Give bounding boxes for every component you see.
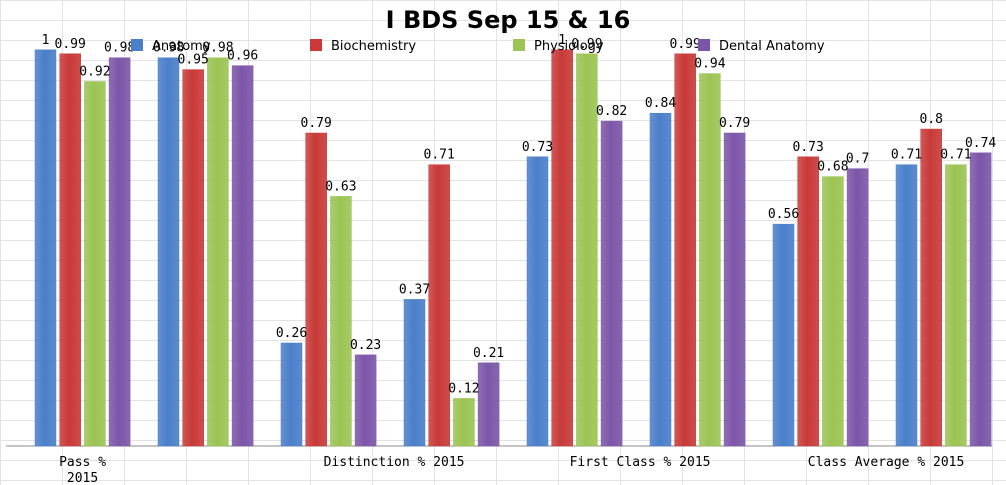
bar-physiology-5 (699, 73, 721, 447)
data-label: 0.99 (670, 37, 701, 52)
data-label: 0.63 (325, 179, 356, 194)
bar-biochemistry-2 (305, 132, 327, 447)
bar-dental-anatomy-6 (846, 168, 869, 447)
bar-anatomy-0 (34, 49, 57, 447)
data-label: 0.7 (846, 152, 869, 167)
data-label: 0.74 (965, 136, 996, 151)
data-label: 0.73 (522, 140, 553, 155)
data-label: 0.8 (919, 112, 942, 127)
bar-dental-anatomy-0 (108, 57, 131, 447)
data-label: 0.12 (448, 381, 479, 396)
legend-swatch-biochemistry (310, 39, 322, 51)
data-label: 0.96 (227, 49, 258, 64)
data-label: 0.94 (694, 57, 725, 72)
legend-label: Physiology (534, 39, 604, 54)
data-label: 0.68 (817, 160, 848, 175)
bar-biochemistry-0 (59, 53, 81, 447)
data-label: 0.21 (473, 346, 504, 361)
data-labels-layer: 1 0.990.920.98 0.980.950.980.960.260.790.6… (42, 33, 997, 397)
bar-dental-anatomy-5 (723, 132, 746, 447)
bar-anatomy-7 (895, 164, 918, 447)
data-label: 0.84 (645, 96, 676, 111)
bar-biochemistry-3 (428, 164, 450, 447)
data-label: 0.98 (153, 41, 184, 56)
bar-biochemistry-5 (674, 53, 696, 447)
bar-physiology-4 (576, 53, 598, 447)
data-label: 0.37 (399, 282, 430, 297)
bar-physiology-1 (207, 57, 229, 447)
data-label: 0.99 (571, 37, 602, 52)
bar-anatomy-6 (772, 223, 795, 447)
data-label: 0.23 (350, 338, 381, 353)
bar-anatomy-3 (403, 299, 426, 447)
data-label: 0.99 (55, 37, 86, 52)
data-label: 0.71 (891, 148, 922, 163)
bar-dental-anatomy-4 (600, 120, 623, 447)
bar-dental-anatomy-3 (477, 362, 500, 447)
bar-anatomy-1 (157, 57, 180, 447)
bar-biochemistry-7 (920, 128, 942, 447)
legend-label: Biochemistry (331, 39, 416, 54)
bar-biochemistry-1 (182, 69, 204, 447)
legend-swatch-physiology (513, 39, 525, 51)
bar-dental-anatomy-7 (969, 152, 992, 447)
bar-physiology-6 (822, 176, 844, 447)
bar-physiology-0 (84, 81, 106, 447)
bar-anatomy-5 (649, 112, 672, 447)
legend-label: Dental Anatomy (719, 39, 825, 54)
legend-swatch-dental-anatomy (698, 39, 710, 51)
x-tick-labels: Pass % 2015 Distinction % 2015 First Class … (59, 455, 964, 485)
data-label: 1 (558, 33, 566, 48)
data-label: 0.79 (301, 116, 332, 131)
data-label: 0.73 (793, 140, 824, 155)
data-label: 0.98 (104, 41, 135, 56)
data-label: 0.79 (719, 116, 750, 131)
data-label: 1 (42, 33, 50, 48)
bar-biochemistry-4 (551, 49, 573, 447)
data-label: 0.71 (424, 148, 455, 163)
bar-dental-anatomy-2 (354, 354, 377, 447)
x-tick-label: First Class % 2015 (570, 455, 711, 470)
data-label: 0.92 (79, 65, 110, 80)
bar-physiology-3 (453, 398, 475, 447)
data-label: 0.26 (276, 326, 307, 341)
data-label: 0.98 (202, 41, 233, 56)
bar-anatomy-4 (526, 156, 549, 447)
legend-swatch-anatomy (131, 39, 143, 51)
legend: Anatomy Biochemistry Physiology Dental Anat… (131, 39, 825, 54)
data-label: 0.71 (940, 148, 971, 163)
x-tick-label: Pass % 2015 (59, 455, 106, 485)
bar-dental-anatomy-1 (231, 65, 254, 447)
data-label: 0.82 (596, 104, 627, 119)
bar-physiology-2 (330, 196, 352, 447)
data-label: 0.56 (768, 207, 799, 222)
bars-layer (34, 49, 992, 447)
x-tick-label: Class Average % 2015 (808, 455, 965, 470)
legend-label: Anatomy (152, 39, 211, 54)
x-tick-label: Distinction % 2015 (324, 455, 465, 470)
bar-physiology-7 (945, 164, 967, 447)
bar-anatomy-2 (280, 342, 303, 447)
bar-biochemistry-6 (797, 156, 819, 447)
chart-title: I BDS Sep 15 & 16 (386, 6, 631, 34)
data-label: 0.95 (178, 53, 209, 68)
